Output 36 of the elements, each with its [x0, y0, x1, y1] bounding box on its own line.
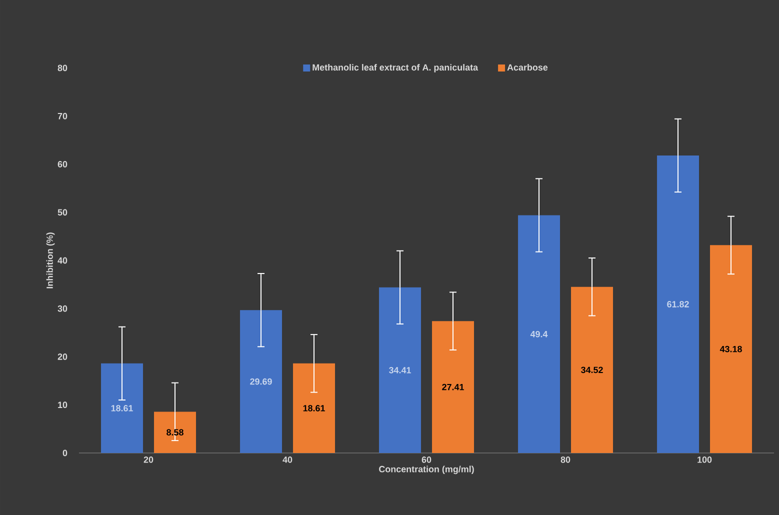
data-label: 49.4: [530, 330, 548, 338]
bar: [432, 321, 474, 453]
y-tick-label: 30: [58, 305, 68, 312]
y-tick-label: 80: [58, 64, 68, 72]
y-tick-label: 20: [58, 354, 68, 360]
y-tick-label: 50: [58, 209, 68, 216]
x-axis-title: Concentration (mg/ml): [379, 466, 474, 474]
y-tick-label: 0: [62, 450, 68, 456]
legend-label: Acarbose: [507, 64, 548, 71]
x-tick-label: 80: [560, 456, 570, 463]
bar: [710, 245, 752, 453]
x-tick-label: 100: [698, 456, 712, 463]
bar: [293, 363, 336, 453]
x-tick-label: 40: [282, 456, 292, 463]
data-label: 34.52: [580, 366, 603, 374]
bar: [657, 155, 700, 453]
data-label: 61.82: [667, 301, 689, 308]
y-tick-label: 70: [58, 112, 68, 120]
bar: [518, 215, 560, 453]
data-label: 43.18: [720, 346, 742, 352]
legend-label: Methanolic leaf extract of A. paniculata: [312, 64, 478, 72]
data-label: 34.41: [388, 367, 411, 374]
x-tick-label: 20: [144, 456, 154, 463]
data-label: 29.69: [250, 378, 272, 385]
data-label: 18.61: [303, 405, 325, 412]
bar: [101, 363, 144, 453]
bar: [571, 286, 614, 453]
bar: [379, 287, 422, 453]
y-tick-label: 10: [58, 402, 68, 408]
data-label: 18.61: [111, 405, 133, 412]
y-tick-label: 40: [58, 257, 68, 264]
data-label: 27.41: [442, 384, 464, 390]
x-tick-label: 60: [422, 456, 432, 463]
bar: [240, 310, 282, 453]
y-tick-label: 60: [58, 161, 68, 168]
y-axis-title: Inhibition (%): [46, 232, 55, 288]
